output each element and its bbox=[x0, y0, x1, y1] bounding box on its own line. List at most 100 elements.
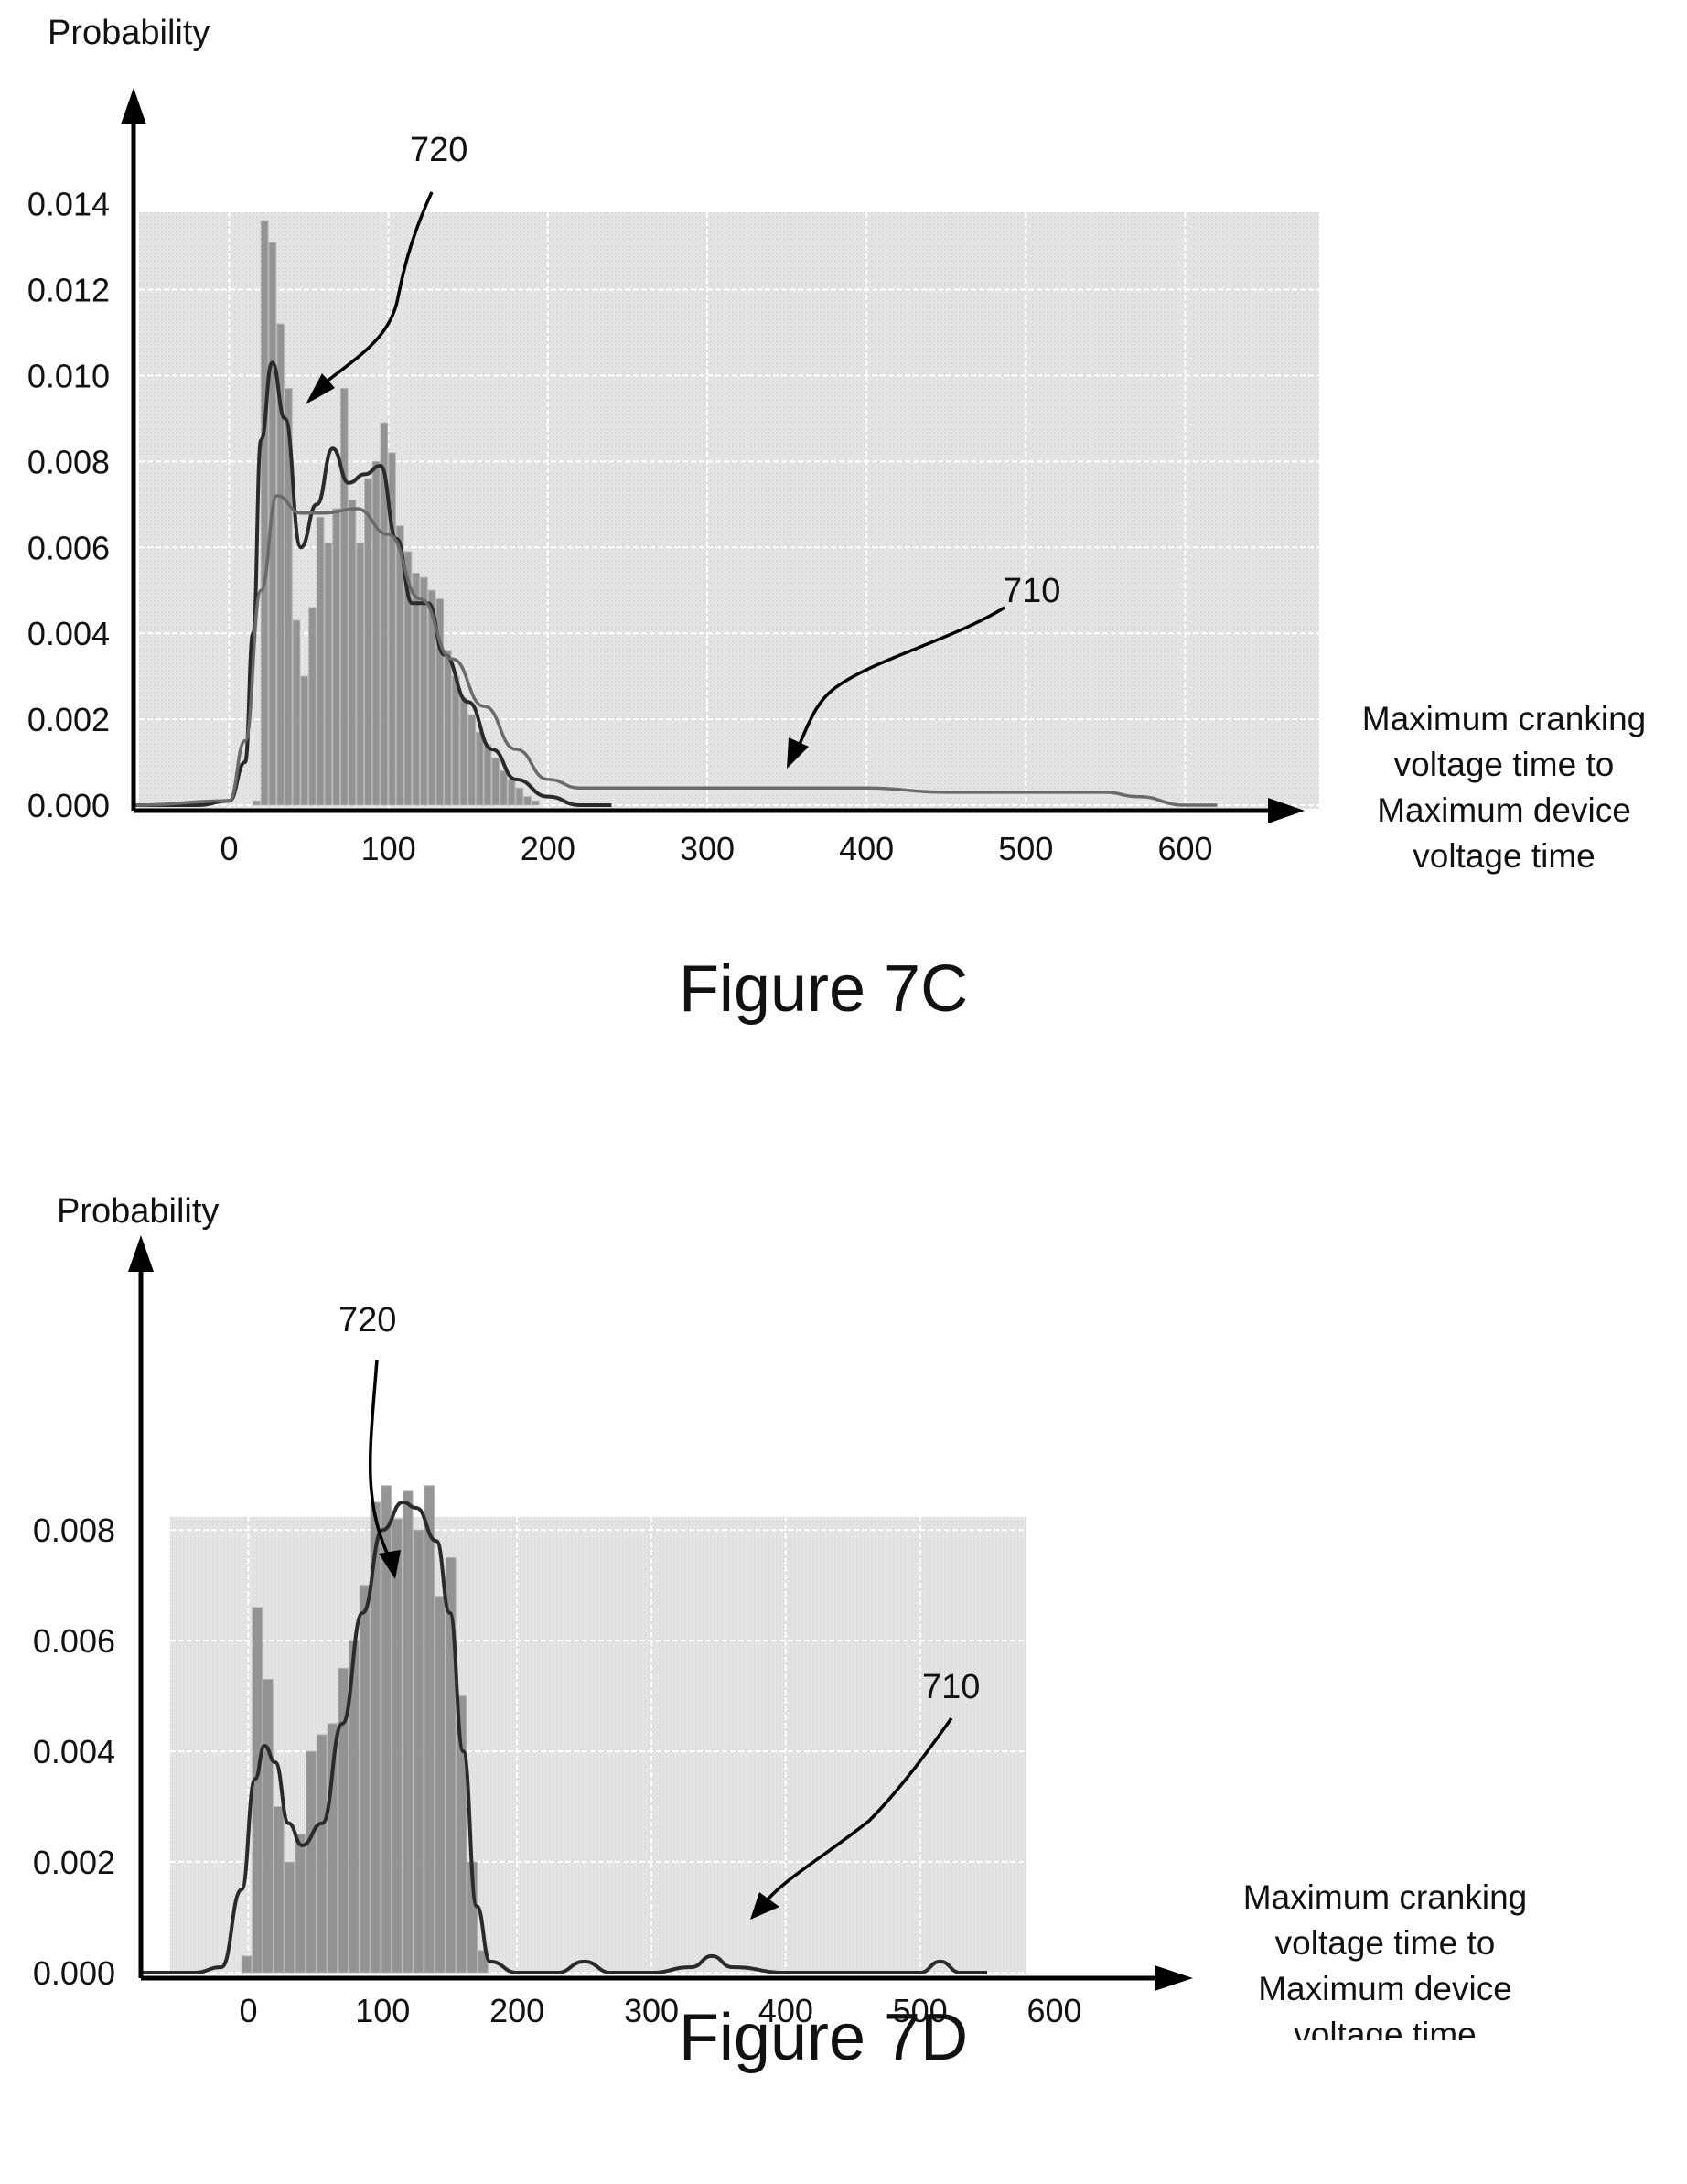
histogram-bar bbox=[456, 1695, 467, 1974]
histogram-bar bbox=[252, 1607, 263, 1974]
y-tick-label: 0.006 bbox=[27, 529, 110, 566]
histogram-bar bbox=[531, 800, 540, 806]
x-tick-label: 400 bbox=[839, 830, 894, 867]
histogram-bar bbox=[483, 744, 492, 806]
histogram-bar bbox=[451, 675, 460, 806]
histogram-bar bbox=[295, 1834, 306, 1974]
histogram-bar bbox=[427, 589, 436, 806]
histogram-bar bbox=[459, 697, 468, 806]
x-tick-label: 100 bbox=[355, 1992, 410, 2029]
histogram-bar bbox=[356, 543, 365, 806]
callout-710-leader bbox=[794, 606, 1005, 753]
histogram-bar bbox=[413, 1529, 424, 1974]
svg-text:voltage time to: voltage time to bbox=[1275, 1924, 1496, 1962]
callout-720-label: 720 bbox=[410, 131, 467, 169]
x-tick-label: 500 bbox=[893, 1992, 948, 2029]
x-tick-labels: 0 100 200 300 400 500 600 bbox=[220, 830, 1212, 867]
y-tick-label: 0.000 bbox=[33, 1954, 115, 1992]
histogram-bar bbox=[403, 551, 413, 806]
svg-text:voltage time: voltage time bbox=[1294, 2016, 1477, 2040]
svg-text:Maximum device: Maximum device bbox=[1258, 1970, 1512, 2007]
x-tick-label: 600 bbox=[1026, 1992, 1081, 2029]
callout-720-leader bbox=[368, 1359, 392, 1560]
y-tick-label: 0.008 bbox=[27, 443, 110, 480]
x-axis-label: Maximum cranking voltage time to Maximum… bbox=[1362, 700, 1646, 875]
histogram-bars bbox=[253, 220, 540, 806]
svg-text:Maximum device: Maximum device bbox=[1377, 791, 1631, 829]
histogram-bar bbox=[241, 1955, 253, 1974]
histogram-bar bbox=[260, 220, 269, 806]
histogram-bars bbox=[241, 1485, 489, 1974]
callout-710-label: 710 bbox=[1003, 572, 1060, 610]
histogram-bar bbox=[507, 779, 516, 806]
x-tick-label: 300 bbox=[680, 830, 735, 867]
histogram-bar bbox=[388, 452, 396, 806]
x-tick-label: 300 bbox=[624, 1992, 679, 2029]
histogram-bar bbox=[444, 650, 452, 806]
histogram-bar bbox=[370, 1501, 381, 1974]
y-tick-label: 0.004 bbox=[33, 1733, 115, 1770]
y-tick-label: 0.010 bbox=[27, 357, 110, 394]
x-axis-arrow bbox=[1155, 1965, 1193, 1991]
histogram-bar bbox=[324, 543, 333, 806]
histogram-bar bbox=[467, 714, 476, 806]
callout-720-arrowhead bbox=[306, 373, 335, 404]
y-tick-label: 0.000 bbox=[27, 787, 110, 824]
x-tick-label: 600 bbox=[1157, 830, 1212, 867]
y-tick-labels: 0.000 0.002 0.004 0.006 0.008 bbox=[33, 1512, 115, 1992]
callout-710-label: 710 bbox=[922, 1668, 980, 1706]
y-tick-label: 0.008 bbox=[33, 1512, 115, 1549]
x-tick-label: 0 bbox=[239, 1992, 257, 2029]
histogram-bar bbox=[435, 1596, 446, 1974]
histogram-bar bbox=[338, 1667, 349, 1974]
histogram-bar bbox=[276, 323, 285, 806]
histogram-bar bbox=[392, 1518, 403, 1974]
histogram-bar bbox=[339, 388, 349, 806]
x-axis-arrow bbox=[1268, 798, 1305, 823]
svg-text:voltage time to: voltage time to bbox=[1394, 746, 1615, 783]
histogram-bar bbox=[371, 460, 381, 806]
y-axis-label: Probability bbox=[57, 1192, 219, 1231]
x-tick-labels: 0 100 200 300 400 500 600 bbox=[239, 1992, 1081, 2029]
y-tick-label: 0.002 bbox=[33, 1844, 115, 1881]
histogram-bar bbox=[380, 422, 389, 806]
histogram-bar bbox=[316, 516, 325, 806]
histogram-bar bbox=[412, 572, 420, 806]
y-tick-label: 0.006 bbox=[33, 1622, 115, 1660]
kde-curve-720 bbox=[140, 1500, 988, 1974]
histogram-bar bbox=[395, 525, 404, 806]
callout-710-arrowhead bbox=[750, 1892, 779, 1920]
histogram-bar bbox=[364, 478, 372, 806]
histogram-bar bbox=[402, 1490, 414, 1974]
histogram-bar bbox=[332, 508, 340, 806]
svg-text:Maximum cranking: Maximum cranking bbox=[1243, 1878, 1527, 1916]
x-tick-label: 200 bbox=[521, 830, 575, 867]
histogram-bar bbox=[424, 1485, 435, 1974]
callout-710-leader bbox=[761, 1716, 953, 1907]
y-axis-arrow bbox=[128, 1235, 154, 1272]
histogram-bar bbox=[308, 607, 317, 806]
callout-720-arrowhead bbox=[379, 1550, 401, 1579]
y-tick-label: 0.002 bbox=[27, 701, 110, 738]
y-axis-label: Probability bbox=[48, 14, 210, 52]
histogram-bar bbox=[475, 731, 484, 806]
x-tick-label: 100 bbox=[361, 830, 416, 867]
histogram-bar bbox=[348, 500, 357, 806]
histogram-bar bbox=[523, 796, 532, 806]
histogram-bar bbox=[306, 1750, 317, 1974]
grid bbox=[139, 212, 1319, 809]
histogram-bar bbox=[381, 1485, 392, 1974]
x-tick-label: 500 bbox=[998, 830, 1053, 867]
callout-710-arrowhead bbox=[787, 737, 809, 769]
histogram-bar bbox=[359, 1585, 371, 1974]
svg-text:Maximum cranking: Maximum cranking bbox=[1362, 700, 1646, 737]
histogram-bar bbox=[284, 388, 293, 806]
figure-7c-caption: Figure 7C bbox=[678, 952, 969, 1026]
x-axis-label: Maximum cranking voltage time to Maximum… bbox=[1243, 1878, 1527, 2040]
svg-text:voltage time: voltage time bbox=[1413, 837, 1596, 875]
histogram-bar bbox=[316, 1734, 328, 1974]
x-tick-label: 200 bbox=[489, 1992, 544, 2029]
x-tick-label: 400 bbox=[758, 1992, 813, 2029]
y-tick-labels: 0.000 0.002 0.004 0.006 0.008 0.010 0.012 0.014 bbox=[27, 186, 110, 824]
histogram-bar bbox=[445, 1556, 457, 1974]
